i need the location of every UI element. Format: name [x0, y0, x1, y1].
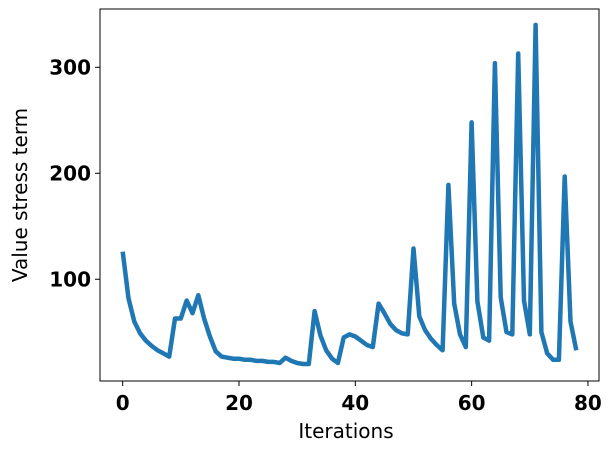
- plot-frame: [99, 8, 600, 382]
- series-line-0: [120, 22, 579, 367]
- y-axis-label: Value stress term: [8, 108, 32, 282]
- y-tick-label: 200: [49, 161, 91, 185]
- x-tick-label: 0: [116, 391, 130, 415]
- x-tick-label: 60: [458, 391, 486, 415]
- chart-marks: [120, 22, 579, 367]
- x-tick-label: 20: [225, 391, 253, 415]
- y-tick-label: 100: [49, 267, 91, 291]
- x-axis-label: Iterations: [298, 419, 393, 443]
- x-tick-label: 80: [574, 391, 602, 415]
- x-axis-ticks: 0 20 40 60 80: [116, 381, 602, 415]
- y-axis-ticks: 100 200 300: [49, 55, 100, 291]
- x-tick-label: 40: [341, 391, 369, 415]
- y-tick-label: 300: [49, 55, 91, 79]
